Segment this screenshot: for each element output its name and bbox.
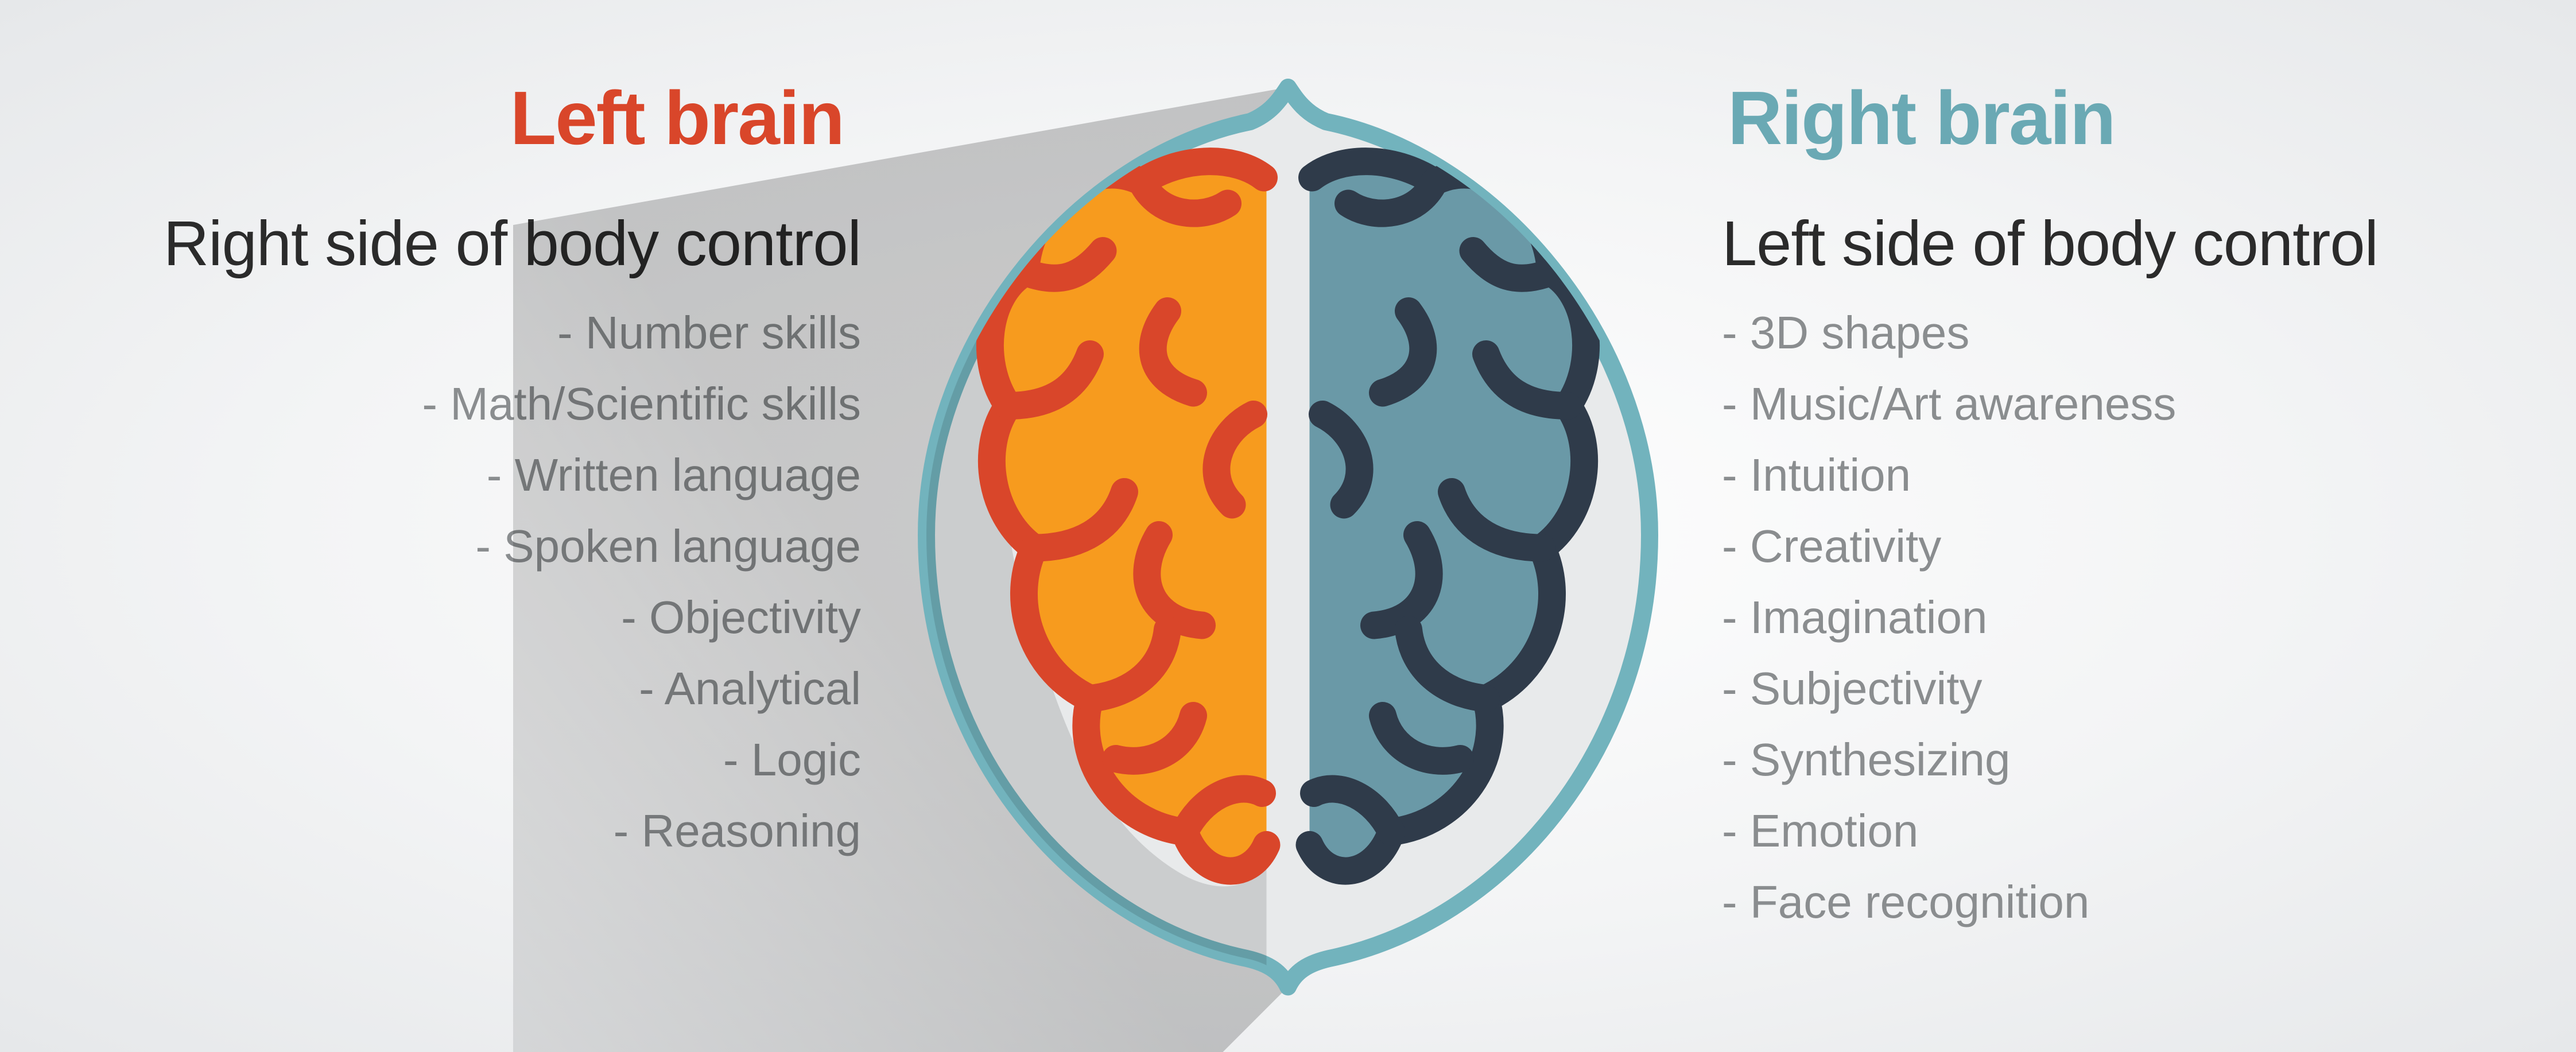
left-brain-title: Left brain: [143, 75, 861, 161]
brain-icon: [858, 53, 1718, 1000]
right-brain-item-5: Subjectivity: [1722, 653, 2480, 724]
right-brain-items: 3D shapesMusic/Art awarenessIntuitionCre…: [1722, 297, 2480, 938]
right-brain-item-7: Emotion: [1722, 795, 2480, 867]
brain-illustration: [858, 53, 1718, 1000]
right-brain-item-6: Synthesizing: [1722, 724, 2480, 795]
right-brain-item-8: Face recognition: [1722, 867, 2480, 938]
right-brain-item-3: Creativity: [1722, 511, 2480, 582]
right-brain-item-1: Music/Art awareness: [1722, 368, 2480, 440]
right-brain-subhead: Left side of body control: [1722, 207, 2480, 280]
right-brain-title: Right brain: [1722, 75, 2480, 161]
right-brain-item-0: 3D shapes: [1722, 297, 2480, 368]
right-brain-column: Right brain Left side of body control 3D…: [1722, 75, 2480, 938]
right-brain-item-4: Imagination: [1722, 582, 2480, 653]
right-brain-item-2: Intuition: [1722, 440, 2480, 511]
